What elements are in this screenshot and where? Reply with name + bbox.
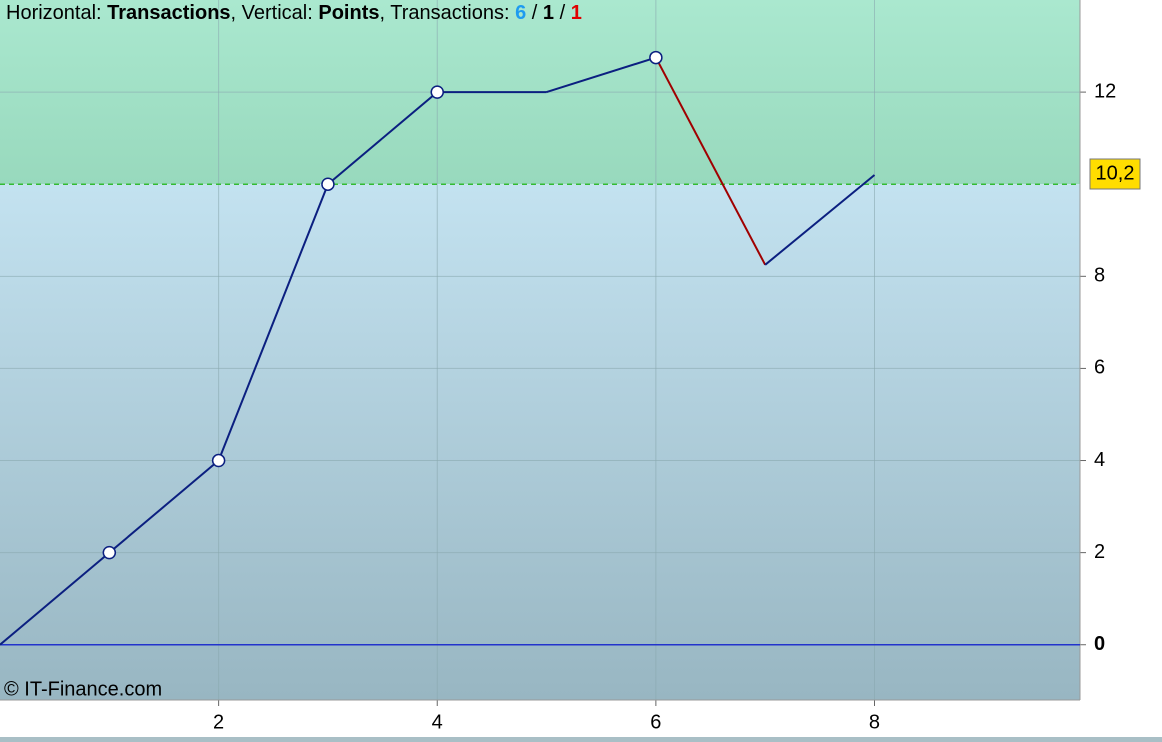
y-tick-label: 6 bbox=[1094, 357, 1105, 379]
title-part: , Transactions: bbox=[379, 2, 515, 24]
x-tick-label: 6 bbox=[650, 711, 661, 733]
y-tick-label: 0 bbox=[1094, 633, 1105, 655]
line-segment bbox=[327, 91, 438, 185]
title-part: 1 bbox=[571, 2, 582, 24]
line-segment bbox=[546, 56, 657, 94]
title-part: / bbox=[554, 2, 571, 24]
line-segment bbox=[654, 57, 767, 266]
line-segment bbox=[108, 459, 220, 554]
y-tick-label: 8 bbox=[1094, 265, 1105, 287]
title-part: Points bbox=[318, 2, 379, 24]
line-segment bbox=[217, 183, 329, 461]
y-tick-label: 4 bbox=[1094, 449, 1105, 471]
value-label: 10,2 bbox=[1096, 162, 1135, 184]
title-part: / bbox=[526, 2, 543, 24]
title-part: 1 bbox=[543, 2, 554, 24]
point-marker bbox=[102, 545, 117, 560]
title-part: Horizontal: bbox=[6, 2, 107, 24]
copyright: © IT-Finance.com bbox=[4, 678, 162, 700]
point-marker bbox=[430, 85, 444, 99]
bottom-bar bbox=[0, 737, 1162, 742]
title-part: 6 bbox=[515, 2, 526, 24]
point-marker bbox=[211, 453, 226, 468]
x-tick-label: 8 bbox=[869, 711, 880, 733]
point-marker bbox=[321, 177, 335, 191]
title-part: , Vertical: bbox=[231, 2, 319, 24]
point-marker bbox=[649, 50, 663, 65]
zone-below bbox=[0, 184, 1080, 701]
y-tick-label: 2 bbox=[1094, 541, 1105, 563]
x-tick-label: 4 bbox=[432, 711, 443, 733]
line-segment bbox=[764, 174, 876, 266]
line-segment bbox=[0, 551, 110, 646]
x-tick-label: 2 bbox=[213, 711, 224, 733]
chart-title: Horizontal: Transactions, Vertical: Poin… bbox=[6, 2, 582, 24]
y-tick-label: 12 bbox=[1094, 80, 1116, 102]
value-label-box bbox=[1089, 158, 1141, 190]
title-part: Transactions bbox=[107, 2, 230, 24]
